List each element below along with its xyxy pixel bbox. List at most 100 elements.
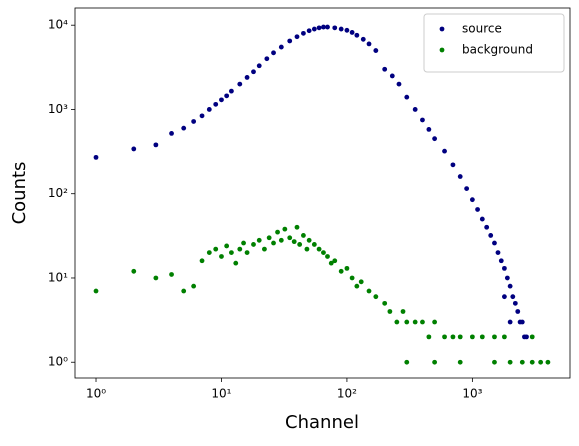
point: [244, 75, 250, 80]
point: [256, 63, 262, 69]
point: [169, 130, 174, 136]
point: [394, 319, 400, 325]
point: [169, 272, 174, 277]
point: [519, 319, 525, 325]
point: [275, 229, 280, 235]
point: [199, 113, 205, 119]
point: [244, 250, 250, 256]
point: [282, 226, 288, 232]
point: [199, 258, 205, 264]
point: [366, 288, 372, 294]
point: [316, 25, 322, 31]
point: [311, 242, 317, 247]
point: [213, 101, 219, 107]
x-axis-label: Channel: [285, 412, 359, 433]
point: [131, 146, 137, 152]
point: [93, 288, 99, 294]
point: [358, 279, 364, 285]
point: [450, 162, 456, 168]
point: [181, 125, 187, 131]
point: [219, 254, 224, 259]
y-tick-label: 10¹: [48, 270, 68, 284]
point: [219, 97, 224, 103]
point: [507, 319, 513, 325]
point: [325, 24, 330, 30]
point: [332, 25, 338, 31]
point: [479, 334, 485, 340]
point: [271, 240, 276, 246]
point: [400, 309, 406, 314]
point: [349, 275, 355, 281]
point: [426, 126, 432, 132]
plot-frame: [74, 7, 571, 379]
point: [233, 260, 239, 266]
point: [432, 359, 438, 365]
point: [287, 38, 293, 44]
point: [426, 334, 432, 340]
point: [237, 246, 243, 252]
point: [502, 265, 507, 271]
legend-box: [423, 13, 565, 73]
point: [484, 224, 490, 230]
point: [450, 334, 456, 340]
point: [191, 283, 197, 289]
point: [457, 359, 463, 365]
point: [301, 233, 306, 238]
legend-marker: [439, 47, 445, 53]
point: [420, 319, 425, 325]
point: [504, 275, 510, 281]
x-tick-label: 10³: [462, 387, 482, 401]
point: [131, 268, 137, 274]
point: [294, 34, 300, 40]
point: [469, 197, 475, 203]
point: [507, 283, 513, 289]
point: [507, 359, 513, 365]
point: [488, 233, 494, 238]
point: [264, 56, 270, 62]
point: [502, 334, 507, 340]
point: [382, 66, 388, 72]
point: [387, 309, 393, 314]
point: [389, 73, 395, 79]
point: [495, 250, 501, 256]
point: [325, 254, 330, 259]
point: [229, 88, 234, 94]
point: [412, 319, 418, 325]
point: [492, 240, 497, 246]
point: [311, 26, 317, 32]
point: [498, 258, 504, 264]
point: [382, 300, 388, 306]
point: [321, 250, 326, 256]
x-tick-label: 10⁰: [86, 387, 106, 401]
point: [420, 117, 425, 123]
point: [278, 237, 284, 243]
y-tick-label: 10²: [48, 186, 68, 200]
point: [241, 240, 246, 246]
point: [432, 319, 438, 325]
point: [271, 50, 276, 56]
point: [332, 258, 338, 264]
point: [229, 250, 234, 256]
point: [266, 235, 272, 241]
point: [524, 334, 529, 340]
y-axis-label: Counts: [9, 162, 30, 225]
point: [396, 81, 402, 87]
point: [502, 294, 507, 300]
point: [316, 246, 322, 252]
point: [519, 359, 525, 365]
point: [297, 242, 303, 247]
point: [328, 260, 334, 266]
point: [321, 24, 326, 30]
point: [442, 148, 447, 154]
point: [262, 246, 267, 252]
y-tick-label: 10³: [48, 102, 68, 116]
point: [373, 294, 379, 300]
point: [338, 26, 344, 32]
point: [294, 224, 300, 230]
point: [251, 69, 256, 75]
point: [224, 93, 230, 99]
point: [256, 237, 262, 243]
point: [291, 239, 297, 245]
point: [442, 334, 447, 340]
